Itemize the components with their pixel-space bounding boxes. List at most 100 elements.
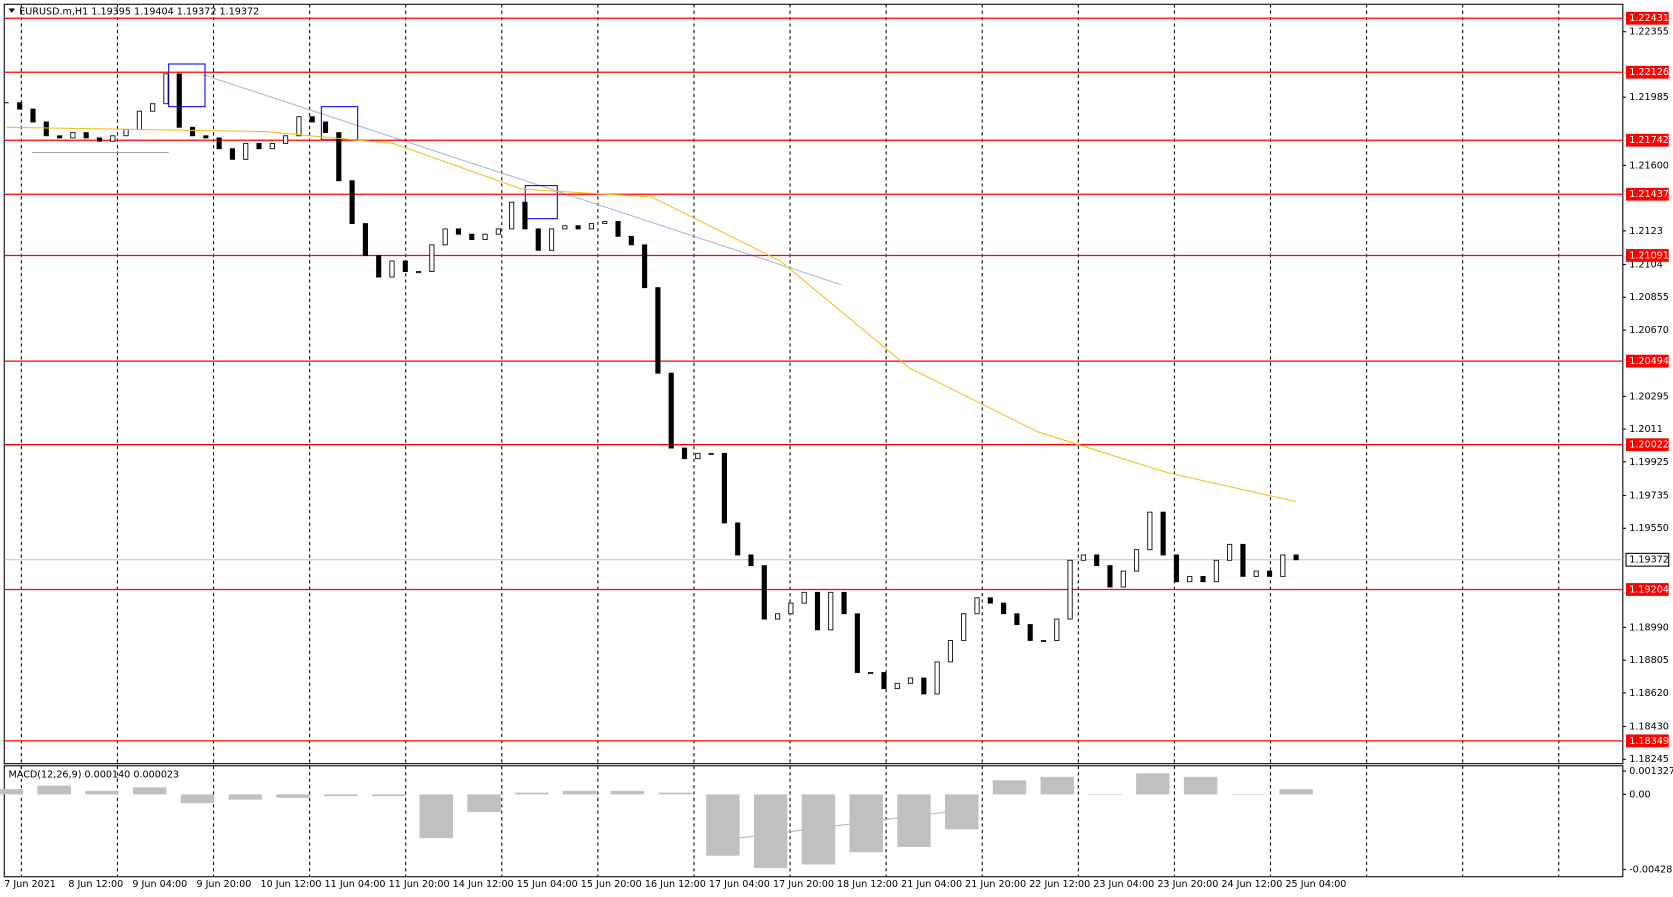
macd-bar xyxy=(1040,776,1075,795)
x-tick-label: 15 Jun 04:00 xyxy=(517,879,578,890)
candle xyxy=(961,613,967,641)
y-tick-label: 1.18245 xyxy=(1629,754,1669,765)
candle xyxy=(695,452,701,460)
candle xyxy=(296,116,302,137)
x-tick-label: 25 Jun 04:00 xyxy=(1285,879,1346,890)
macd-bar xyxy=(562,790,597,795)
macd-bar xyxy=(849,794,883,853)
y-tick-label: 1.21985 xyxy=(1629,92,1669,103)
candle xyxy=(828,591,834,631)
candle xyxy=(1213,559,1219,583)
candle xyxy=(721,452,727,524)
macd-bar xyxy=(132,787,167,795)
current-price-box xyxy=(1625,552,1670,567)
candle xyxy=(1173,554,1180,583)
level-label: 1.21437 xyxy=(1629,189,1669,200)
y-tick-label: 1.2104 xyxy=(1629,259,1663,270)
macd-bar xyxy=(467,794,501,812)
macd-bar xyxy=(706,794,740,856)
candle xyxy=(1187,575,1193,583)
y-tick-label: 1.18990 xyxy=(1629,622,1669,633)
candle xyxy=(1040,640,1047,642)
candle xyxy=(668,372,674,449)
candle xyxy=(907,677,914,684)
candle xyxy=(1027,624,1033,641)
candle xyxy=(987,597,993,604)
menu-arrow[interactable] xyxy=(8,8,15,13)
candle xyxy=(761,565,767,620)
y-tick-label: 1.19925 xyxy=(1629,457,1669,468)
candle xyxy=(283,135,289,144)
candle xyxy=(681,447,688,460)
macd-bar xyxy=(1136,773,1170,795)
level-label: 1.22126 xyxy=(1629,67,1669,78)
level-label-box xyxy=(1626,583,1669,596)
candle xyxy=(83,132,89,139)
chart-header: EURUSD.m,H1 1.19395 1.19404 1.19372 1.19… xyxy=(19,7,259,18)
macd-bar xyxy=(1231,794,1266,795)
candle xyxy=(1280,554,1286,577)
candle xyxy=(30,108,36,123)
level-label: 1.22431 xyxy=(1629,13,1669,24)
x-tick-label: 14 Jun 12:00 xyxy=(453,879,514,890)
candle xyxy=(150,103,156,112)
current-price-label: 1.19372 xyxy=(1629,555,1669,566)
candle xyxy=(1240,543,1246,577)
level-label-box xyxy=(1626,11,1669,25)
y-tick-label: 1.2011 xyxy=(1629,424,1663,435)
candle xyxy=(522,201,528,230)
x-tick-label: 9 Jun 04:00 xyxy=(132,879,187,890)
y-tick-label: 0.001327 xyxy=(1629,766,1673,777)
macd-title: MACD(12,26,9) 0.000140 0.000023 xyxy=(9,769,180,780)
macd-bar xyxy=(228,794,262,800)
candle xyxy=(1227,543,1233,561)
x-tick-label: 18 Jun 12:00 xyxy=(837,879,898,890)
candle xyxy=(57,135,63,139)
candle xyxy=(349,180,355,225)
candle xyxy=(602,221,608,225)
candle xyxy=(921,677,927,695)
level-label-box xyxy=(1626,65,1669,79)
candle xyxy=(43,121,49,137)
candle xyxy=(615,221,621,237)
candle xyxy=(1067,559,1073,620)
level-label: 1.18349 xyxy=(1629,736,1669,747)
macd-bar xyxy=(610,790,645,795)
candle xyxy=(934,661,940,695)
y-tick-label: 0.00 xyxy=(1629,789,1650,800)
macd-pane xyxy=(3,765,1624,878)
candle xyxy=(256,142,262,150)
candle xyxy=(229,148,236,160)
candle xyxy=(243,142,249,160)
candle xyxy=(1293,554,1299,561)
level-label: 1.21091 xyxy=(1629,250,1669,261)
candle xyxy=(735,522,741,556)
time-grid xyxy=(20,4,1560,877)
candle xyxy=(575,225,581,230)
macd-bar xyxy=(419,794,454,839)
candle xyxy=(1134,549,1140,572)
macd-bar xyxy=(1183,776,1218,795)
candle xyxy=(588,223,594,230)
candle xyxy=(495,228,501,235)
candle xyxy=(402,260,408,272)
y-tick-label: -0.004281 xyxy=(1629,864,1673,875)
macd-bar xyxy=(276,794,310,798)
macd-bar xyxy=(1088,794,1122,795)
candle xyxy=(309,116,315,123)
macd-bar xyxy=(1279,789,1313,795)
x-tick-label: 23 Jun 04:00 xyxy=(1093,879,1154,890)
candle xyxy=(628,235,634,246)
level-label: 1.19204 xyxy=(1629,584,1669,595)
y-tick-label: 1.18430 xyxy=(1629,722,1669,733)
candle xyxy=(189,126,196,137)
macd-bar xyxy=(658,792,692,795)
candle xyxy=(455,228,462,235)
candle xyxy=(376,255,382,278)
level-label-box xyxy=(1626,734,1669,748)
y-tick-label: 1.20295 xyxy=(1629,391,1669,402)
level-label-box xyxy=(1626,354,1669,368)
x-tick-label: 9 Jun 20:00 xyxy=(196,879,251,890)
x-tick-label: 22 Jun 12:00 xyxy=(1029,879,1090,890)
candle xyxy=(548,228,555,251)
